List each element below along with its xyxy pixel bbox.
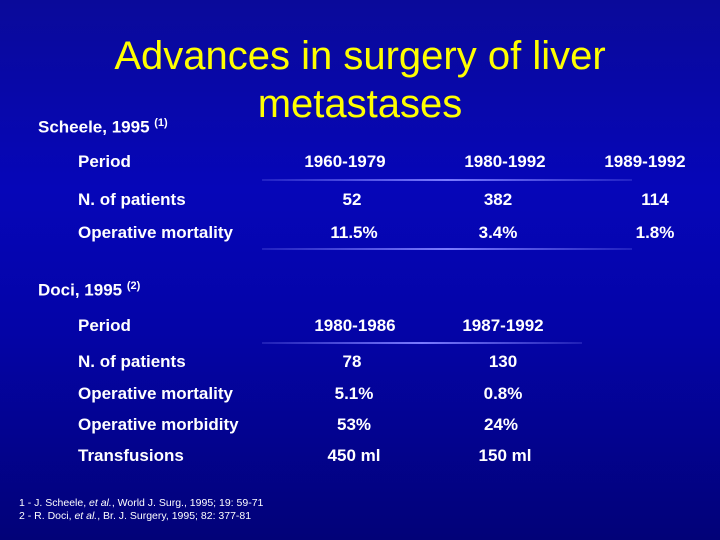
study-scheele-heading: Scheele, 1995 (1) <box>38 117 168 138</box>
period-header: 1960-1979 <box>304 152 386 171</box>
table-cell: 382 <box>483 190 513 209</box>
references: 1 - J. Scheele, et al., World J. Surg., … <box>19 497 263 523</box>
table-bottom-divider <box>262 248 632 250</box>
study-reference-marker: (2) <box>126 280 141 292</box>
row-label: N. of patients <box>78 352 186 371</box>
table-cell: 114 <box>641 190 669 209</box>
table-cell: 11.5% <box>330 223 378 242</box>
period-header: 1989-1992 <box>604 152 686 171</box>
slide-title-line-1: Advances in surgery of liver <box>114 34 606 78</box>
table-cell: 3.4% <box>478 223 518 242</box>
row-label: Operative mortality <box>78 223 233 242</box>
table-cell: 78 <box>342 352 362 371</box>
period-header: 1980-1986 <box>314 316 396 335</box>
table-cell: 150 ml <box>478 446 532 465</box>
row-label: Operative mortality <box>78 384 233 403</box>
table-cell: 0.8% <box>483 384 523 403</box>
table-cell: 24% <box>483 415 519 434</box>
reference-2: 2 - R. Doci, et al., Br. J. Surgery, 199… <box>19 510 252 522</box>
slide-title-line-2: metastases <box>257 82 463 126</box>
study-author: Scheele, 1995 <box>38 117 150 137</box>
study-author: Doci, 1995 <box>38 280 123 300</box>
period-label: Period <box>78 316 131 335</box>
study-reference-marker: (1) <box>154 117 168 129</box>
period-header: 1980-1992 <box>464 152 546 171</box>
header-divider <box>262 342 582 344</box>
table-cell: 53% <box>336 415 372 434</box>
table-cell: 5.1% <box>334 384 374 403</box>
header-divider <box>262 179 632 181</box>
table-cell: 450 ml <box>327 446 381 465</box>
period-header: 1987-1992 <box>462 316 544 335</box>
period-label: Period <box>78 152 131 171</box>
row-label: N. of patients <box>78 190 186 209</box>
study-doci-heading: Doci, 1995 (2) <box>38 280 140 301</box>
table-cell: 1.8% <box>635 223 675 242</box>
table-cell: 52 <box>342 190 362 209</box>
table-cell: 130 <box>488 352 518 371</box>
row-label: Transfusions <box>78 446 184 465</box>
row-label: Operative morbidity <box>78 415 239 434</box>
reference-1: 1 - J. Scheele, et al., World J. Surg., … <box>19 497 264 509</box>
